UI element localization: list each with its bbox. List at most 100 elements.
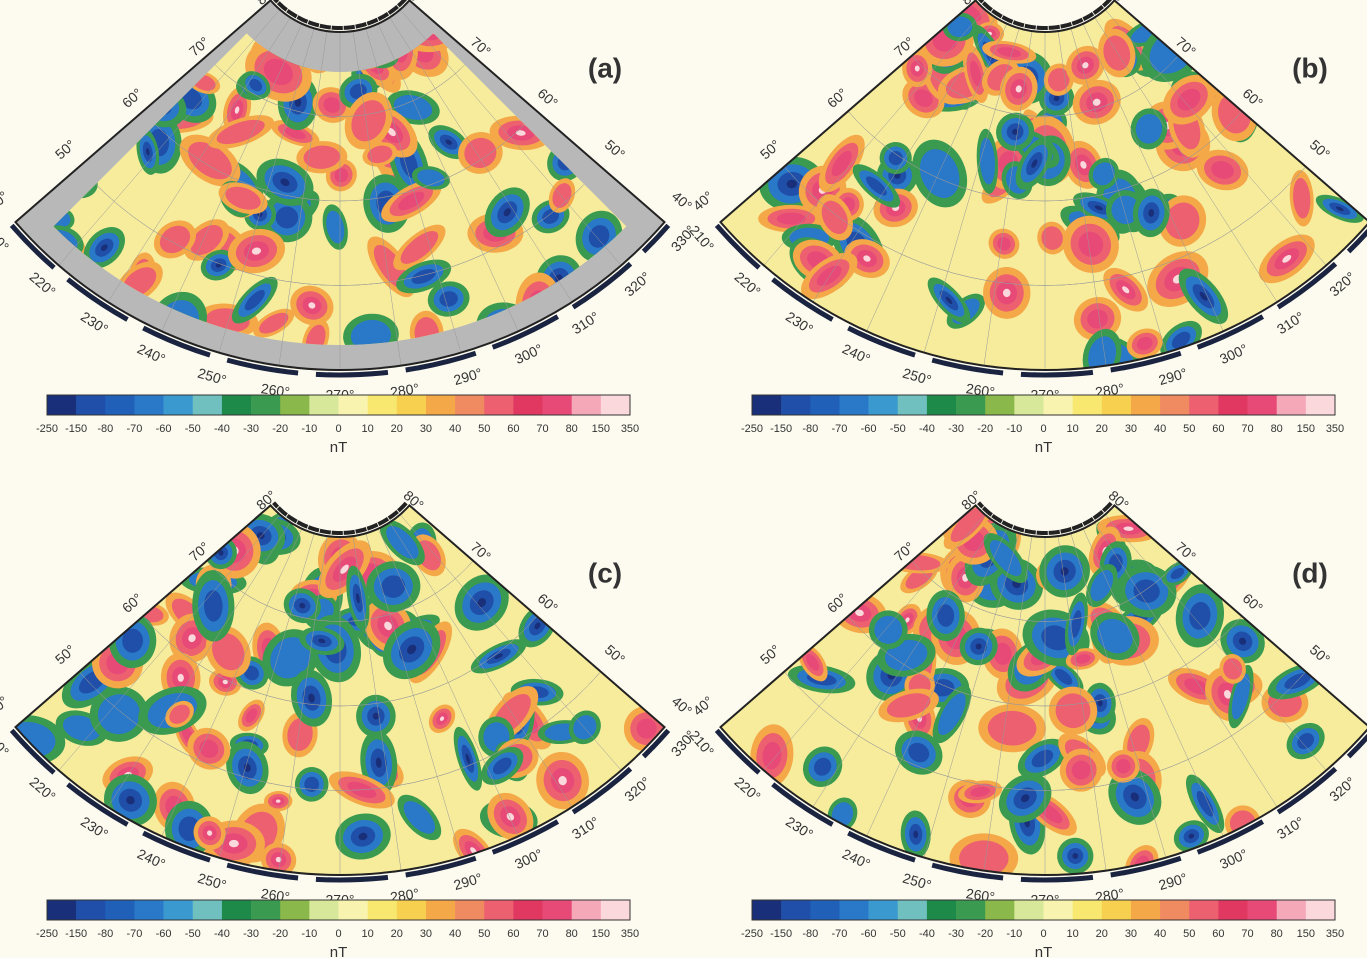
anomaly-blob <box>1127 724 1150 759</box>
colorbar-swatch <box>221 395 252 415</box>
latitude-label: 80° <box>253 0 279 8</box>
colorbar-swatch <box>251 900 281 920</box>
longitude-label: 320° <box>621 774 653 805</box>
colorbar-swatch <box>280 900 310 920</box>
colorbar-tick-label: 20 <box>391 928 403 940</box>
latitude-label: 50° <box>757 136 783 162</box>
longitude-label: 230° <box>78 308 111 337</box>
anomaly-blob <box>997 47 1022 58</box>
graticule <box>58 514 281 771</box>
colorbar-swatch <box>571 900 602 920</box>
anomaly-blob <box>975 643 982 650</box>
anomaly-blob <box>1094 205 1103 211</box>
anomaly-blob <box>1090 570 1114 602</box>
anomaly-blob <box>308 302 316 309</box>
anomaly-blob <box>905 617 910 623</box>
anomaly-blob <box>169 704 190 724</box>
anomaly-blob <box>1071 610 1082 638</box>
anomaly-blob <box>287 717 313 751</box>
anomaly-blob <box>1097 618 1133 654</box>
anomaly-blob <box>1092 162 1115 186</box>
anomaly-blob <box>1297 733 1314 750</box>
colorbar-tick-label: 50 <box>1183 423 1195 435</box>
colorbar-tick-label: 80 <box>1271 423 1283 435</box>
colorbar-tick-label: 30 <box>420 423 432 435</box>
colorbar-tick-label: 0 <box>1040 928 1046 940</box>
colorbar: -250 -150 -80 -70 -60 -50 -40 -30 -20 -10 0 10 20 30 4… <box>741 394 1344 456</box>
graticule <box>1082 23 1224 332</box>
anomaly-blob <box>1211 161 1234 179</box>
map-frame-inner <box>272 0 408 30</box>
colorbar-swatch <box>76 900 106 920</box>
colorbar-swatch <box>425 395 456 415</box>
anomaly-blob <box>1223 658 1243 680</box>
colorbar-swatch <box>309 900 339 920</box>
anomaly-blob <box>464 137 497 168</box>
anomaly-blob <box>216 119 265 145</box>
colorbar-tick-label: 70 <box>1241 928 1253 940</box>
anomaly-blob <box>243 763 251 772</box>
latitude-label: 50° <box>52 136 78 162</box>
graticule <box>352 536 402 871</box>
colorbar-swatch <box>1160 395 1190 415</box>
map-frame <box>719 503 1367 876</box>
colorbar-swatch <box>134 395 164 415</box>
anomaly-blob <box>393 95 433 120</box>
colorbar-swatch <box>868 900 899 920</box>
colorbar-tick-label: 350 <box>621 423 639 435</box>
graticule <box>1070 28 1167 353</box>
colorbar-swatch <box>163 900 194 920</box>
colorbar-swatch <box>810 900 840 920</box>
colorbar-swatch <box>956 900 986 920</box>
colorbar-swatch <box>752 395 782 415</box>
anomaly-blob <box>588 225 610 248</box>
longitude-label: 240° <box>840 845 873 872</box>
anomaly-blob <box>212 633 245 671</box>
anomaly-blob <box>806 654 820 671</box>
colorbar-tick-label: -60 <box>861 928 877 940</box>
colorbar-swatch <box>868 395 899 415</box>
latitude-label: 60° <box>1240 85 1266 111</box>
anomaly-blob <box>284 127 306 140</box>
colorbar-swatch <box>897 395 928 415</box>
colorbar-swatch <box>513 900 543 920</box>
graticule <box>377 23 519 332</box>
anomaly-blob <box>477 598 487 608</box>
graticule <box>1094 522 1278 808</box>
latitude-label: 60° <box>119 590 145 616</box>
anomaly-blob <box>188 634 196 643</box>
anomaly-blob <box>228 839 239 848</box>
longitude-label: 240° <box>135 340 168 367</box>
colorbar-swatch <box>926 395 957 415</box>
anomaly-blob <box>177 673 184 682</box>
graticule <box>377 528 519 837</box>
anomaly-field <box>720 505 1367 876</box>
map-frame-inner <box>977 0 1113 30</box>
anomaly-blob <box>280 178 290 187</box>
anomaly-blob <box>159 225 191 254</box>
longitude-label: 250° <box>196 870 228 894</box>
colorbar-swatch <box>1189 900 1219 920</box>
latitude-label: 60° <box>535 85 561 111</box>
colorbar-tick-label: 0 <box>335 423 341 435</box>
graticule <box>107 522 291 808</box>
anomaly-blob <box>407 644 417 655</box>
anomaly-blob <box>270 637 311 679</box>
anomaly-blob <box>1002 288 1011 298</box>
graticule <box>218 28 315 353</box>
colorbar-tick-label: -30 <box>243 423 259 435</box>
colorbar-tick-label: 10 <box>1067 423 1079 435</box>
anomaly-blob <box>1031 159 1038 168</box>
graticule <box>365 533 462 858</box>
anomaly-blob <box>1075 654 1091 664</box>
graticule <box>389 522 573 808</box>
colorbar-swatch <box>1014 900 1044 920</box>
map-frame <box>14 0 666 371</box>
anomaly-blob <box>245 708 258 723</box>
colorbar-tick-label: 40 <box>449 928 461 940</box>
colorbar-swatch <box>192 395 223 415</box>
anomaly-blob <box>1054 668 1073 685</box>
colorbar-swatch <box>1043 900 1073 920</box>
colorbar-swatch <box>781 395 811 415</box>
anomaly-blob <box>1078 231 1104 257</box>
